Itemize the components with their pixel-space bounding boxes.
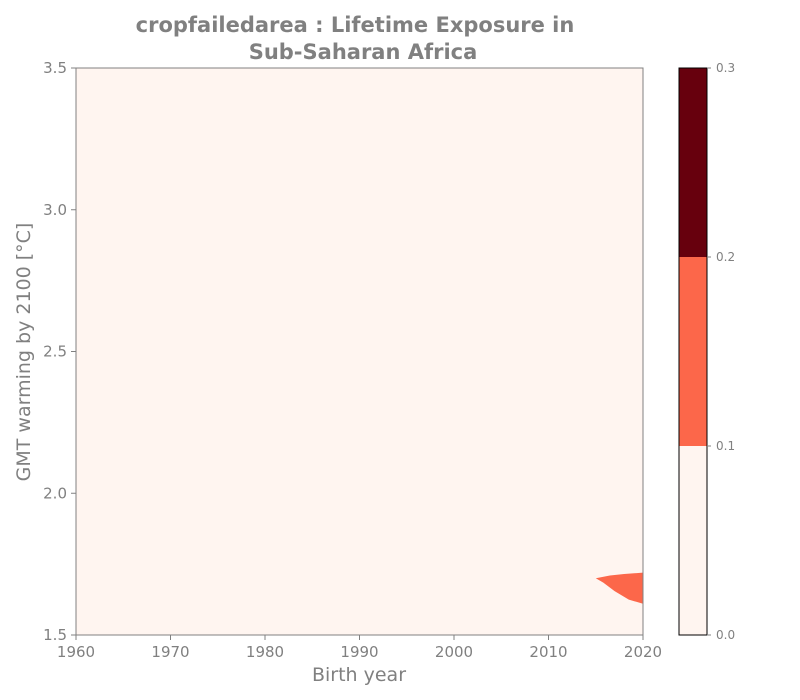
contour-region-0 [595,572,643,604]
x-axis-label: Birth year [312,664,406,686]
colorbar-band-1 [679,257,707,446]
contour-background [76,68,643,635]
y-tick-label: 2.5 [43,343,67,361]
x-tick-label: 1980 [246,643,284,661]
x-tick-label: 1960 [57,643,95,661]
y-tick-label: 1.5 [43,626,67,644]
colorbar-tick-label: 0.2 [716,250,735,264]
plot-area [76,68,643,635]
y-axis-ticks: 1.5 2.0 2.5 3.0 3.5 [43,59,76,644]
x-axis-ticks: 1960 1970 1980 1990 2000 2010 2020 [57,635,662,661]
x-tick-label: 2000 [435,643,473,661]
colorbar-tick-label: 0.1 [716,439,735,453]
colorbar-tick-label: 0.0 [716,628,735,642]
colorbar: 0.0 0.1 0.2 0.3 [678,61,735,642]
x-tick-label: 1970 [151,643,189,661]
x-tick-label: 2010 [529,643,567,661]
chart-title-line1: cropfailedarea : Lifetime Exposure in [136,13,575,37]
x-tick-label: 2020 [624,643,662,661]
chart-title-line2: Sub-Saharan Africa [249,40,478,64]
colorbar-frame [678,67,708,636]
y-tick-label: 3.0 [43,201,67,219]
y-tick-label: 2.0 [43,484,67,502]
y-tick-label: 3.5 [43,59,67,77]
y-axis-label: GMT warming by 2100 [°C] [13,223,35,482]
colorbar-tick-label: 0.3 [716,61,735,75]
x-tick-label: 1990 [340,643,378,661]
colorbar-band-0 [679,446,707,635]
colorbar-band-2 [679,68,707,257]
